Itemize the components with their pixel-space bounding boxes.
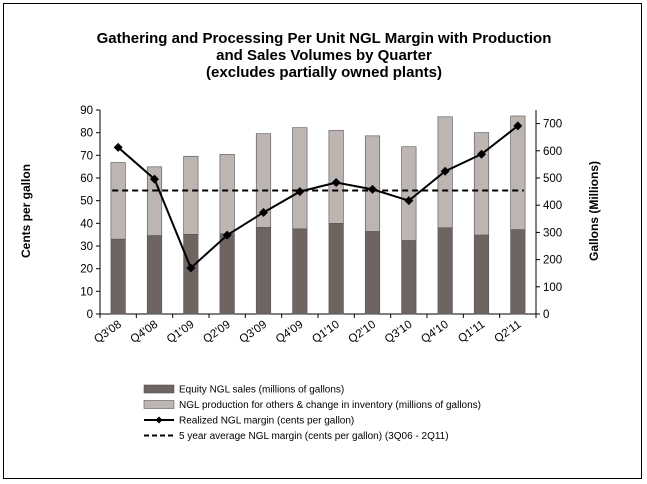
y-left-tick-label: 80 [80, 128, 93, 140]
realized-margin-marker [295, 187, 305, 197]
chart-title-line-2: and Sales Volumes by Quarter [216, 47, 432, 64]
bar-equity-ngl-sales [219, 233, 235, 315]
realized-margin-marker [404, 196, 414, 206]
x-tick-label: Q1'11 [456, 319, 487, 346]
y-left-tick-label: 90 [80, 105, 93, 117]
realized-margin-marker [477, 149, 486, 159]
x-tick-label: Q2'11 [493, 319, 524, 346]
y-left-tick-label: 60 [80, 173, 93, 185]
bar-equity-ngl-sales [255, 227, 272, 315]
bar-ngl-production-others [510, 115, 526, 230]
chart-title: Gathering and Processing Per Unit NGL Ma… [97, 30, 552, 81]
bar-ngl-production-others [219, 154, 235, 235]
bar-ngl-production-others [292, 127, 308, 230]
chart-title-line-1: Gathering and Processing Per Unit NGL Ma… [97, 30, 552, 47]
realized-margin-marker [368, 184, 377, 194]
bar-ngl-production-others [473, 132, 490, 236]
x-tick-label: Q3'08 [92, 319, 124, 346]
y-right-tick-label: 500 [543, 173, 562, 185]
bar-equity-ngl-sales [183, 234, 199, 315]
chart: Gathering and Processing Per Unit NGL Ma… [19, 30, 601, 442]
realized-margin-marker [150, 174, 159, 184]
x-tick-label: Q2'10 [346, 319, 378, 346]
legend-label: Realized NGL margin (cents per gallon) [179, 416, 354, 427]
bar-ngl-production-others [328, 130, 344, 224]
chart-title-line-3: (excludes partially owned plants) [206, 64, 442, 81]
y-left-tick-label: 70 [80, 150, 93, 162]
realized-margin-marker [222, 230, 232, 240]
y-left-tick-label: 10 [80, 286, 93, 298]
y-right-tick-label: 700 [543, 119, 562, 131]
bar-ngl-production-others [110, 162, 126, 240]
legend-swatch-others [143, 400, 175, 409]
y-axis-right-title: Gallons (Millions) [587, 161, 601, 261]
bar-ngl-production-others [401, 146, 417, 241]
plot-area: 0 10 20 30 40 50 60 70 80 90 0 100 200 300 400 500 600 70… [80, 105, 562, 346]
x-tick-label: Q2'09 [201, 319, 233, 346]
legend-label: 5 year average NGL margin (cents per gal… [179, 431, 449, 442]
x-tick-label: Q4'10 [419, 319, 451, 346]
realized-margin-marker [331, 178, 341, 188]
bar-equity-ngl-sales [510, 229, 526, 315]
bar-equity-ngl-sales [473, 234, 490, 315]
y-left-tick-label: 50 [80, 196, 93, 208]
bar-ngl-production-others [364, 135, 381, 232]
legend-label: NGL production for others & change in in… [179, 400, 481, 411]
legend-swatch-margin-marker [155, 416, 163, 424]
realized-margin-line [117, 125, 519, 270]
x-tick-label: Q3'09 [237, 319, 269, 346]
y-left-tick-label: 20 [80, 264, 93, 276]
realized-margin-marker [186, 263, 196, 273]
y-right-tick-label: 300 [543, 227, 562, 239]
x-tick-label: Q1'09 [165, 319, 197, 346]
y-right-tick-label: 200 [543, 255, 562, 267]
bar-ngl-production-others [183, 155, 199, 235]
realized-margin-marker [259, 207, 268, 217]
chart-frame: Gathering and Processing Per Unit NGL Ma… [3, 3, 642, 479]
bar-equity-ngl-sales [437, 227, 453, 315]
y-right-tick-label: 100 [543, 282, 562, 294]
y-left-tick-label: 40 [80, 218, 93, 230]
x-tick-label: Q1'10 [310, 319, 342, 346]
x-tick-label: Q3'10 [383, 319, 415, 346]
x-tick-label: Q4'09 [274, 319, 306, 346]
bar-equity-ngl-sales [401, 240, 417, 315]
x-tick-label: Q4'08 [128, 319, 160, 346]
realized-margin-marker [513, 121, 523, 131]
y-right-tick-label: 0 [543, 309, 549, 321]
bar-equity-ngl-sales [328, 223, 344, 315]
bar-equity-ngl-sales [292, 228, 308, 315]
bar-equity-ngl-sales [364, 231, 381, 315]
legend: Equity NGL sales (millions of gallons) NG… [143, 384, 481, 442]
realized-margin-marker [113, 142, 123, 152]
bar-equity-ngl-sales [146, 235, 163, 315]
y-left-tick-label: 30 [80, 241, 93, 253]
y-left-tick-label: 0 [87, 309, 93, 321]
realized-margin-marker [440, 166, 450, 176]
y-right-tick-label: 600 [543, 146, 562, 158]
legend-label: Equity NGL sales (millions of gallons) [179, 385, 344, 396]
y-axis-left-title: Cents per gallon [19, 164, 33, 258]
bar-equity-ngl-sales [110, 238, 126, 315]
y-right-tick-label: 400 [543, 200, 562, 212]
legend-swatch-equity [143, 384, 175, 394]
